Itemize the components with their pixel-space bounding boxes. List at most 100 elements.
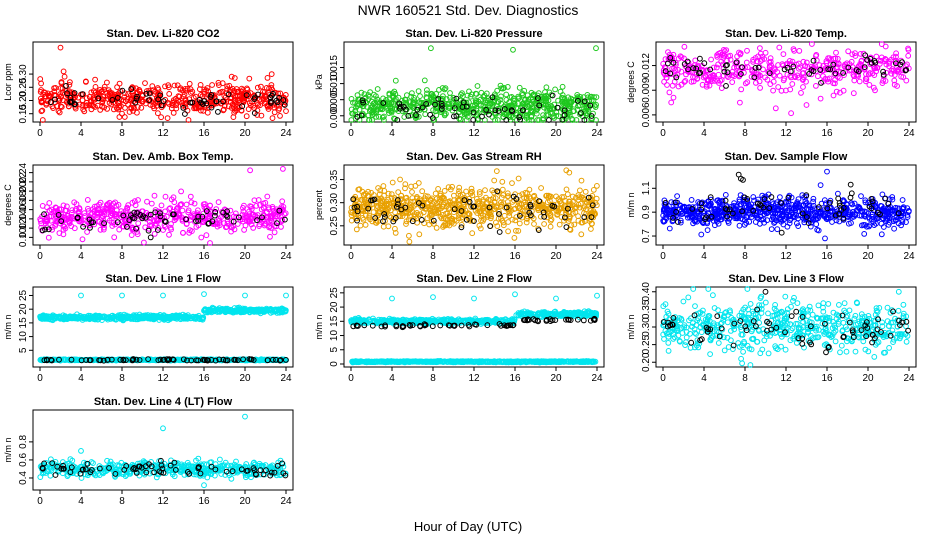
data-point (395, 189, 402, 196)
data-point (196, 97, 203, 103)
outlier-point (824, 168, 830, 175)
data-point (470, 109, 477, 116)
data-point (442, 85, 449, 92)
data-point (534, 105, 541, 112)
data-point (149, 83, 156, 89)
data-point (360, 99, 367, 106)
data-point (267, 233, 273, 240)
data-point (507, 94, 514, 101)
data-point (79, 97, 86, 104)
data-point (364, 103, 370, 110)
data-point (371, 104, 378, 111)
data-point (84, 197, 91, 203)
x-tick-label: 12 (780, 251, 792, 262)
data-point (116, 226, 123, 233)
x-tick-label: 20 (550, 251, 562, 262)
data-point (213, 98, 220, 105)
y-tick-label: 0.20 (18, 90, 29, 110)
data-point (493, 168, 500, 175)
data-point (114, 95, 121, 101)
data-point (192, 93, 199, 100)
outlier-point (119, 110, 125, 117)
data-point (575, 95, 581, 101)
outlier-point (421, 77, 428, 84)
data-point (81, 108, 88, 115)
data-point (529, 108, 536, 115)
data-point (555, 97, 561, 104)
data-point (97, 107, 104, 113)
data-point (441, 86, 448, 93)
series-hourly (48, 83, 288, 117)
x-tick-label: 24 (280, 373, 292, 384)
data-point (708, 56, 714, 63)
data-point (162, 193, 169, 200)
data-point (770, 78, 777, 85)
data-point (95, 91, 102, 97)
y-tick-label: 20 (18, 303, 29, 315)
data-point (160, 98, 167, 105)
data-point (270, 90, 276, 97)
data-point (482, 100, 489, 106)
data-point (723, 83, 729, 89)
data-point (835, 190, 841, 197)
x-tick-label: 20 (239, 128, 251, 139)
data-point (349, 110, 356, 117)
data-point (402, 96, 408, 103)
data-point (489, 94, 496, 101)
panel-title: Stan. Dev. Gas Stream RH (406, 151, 542, 163)
data-point (264, 75, 271, 81)
data-point (568, 95, 574, 102)
x-tick-label: 16 (198, 373, 210, 384)
data-point (57, 91, 64, 97)
x-tick-label: 8 (119, 251, 125, 262)
data-point (403, 99, 410, 106)
data-point (409, 189, 415, 195)
outlier-point (247, 167, 254, 174)
data-point (552, 86, 558, 93)
data-point (185, 117, 192, 123)
data-point (551, 115, 558, 121)
x-tick-label: 4 (78, 373, 84, 384)
data-point (370, 209, 377, 216)
data-point (688, 197, 695, 203)
data-point (221, 106, 227, 113)
data-point (92, 76, 98, 83)
data-point (368, 104, 375, 111)
data-point (239, 103, 246, 110)
data-point (578, 177, 585, 184)
data-point (222, 94, 229, 101)
x-tick-label: 12 (157, 251, 169, 262)
data-point (141, 239, 147, 246)
data-point (672, 67, 679, 73)
data-point (134, 104, 141, 110)
data-point (472, 102, 478, 108)
x-tick-label: 8 (430, 128, 436, 139)
x-tick-label: 24 (903, 251, 915, 262)
data-point (166, 101, 172, 107)
data-point (415, 88, 422, 94)
data-point (182, 96, 189, 103)
data-point (666, 89, 673, 96)
data-point (390, 94, 397, 101)
series-hourly (354, 92, 595, 123)
data-point (146, 90, 153, 97)
y-tick-label: 0.009 (641, 77, 652, 102)
panel-4: Stan. Dev. Amb. Box Temp.0 4 8 12 16 20 240.10… (3, 151, 294, 262)
x-tick-label: 12 (780, 128, 792, 139)
data-point (187, 99, 194, 106)
data-point (469, 230, 476, 237)
data-point (374, 96, 381, 103)
x-tick-label: 20 (239, 373, 251, 384)
data-point (79, 91, 86, 97)
data-point (228, 95, 235, 102)
outlier-point (424, 87, 430, 93)
data-point (380, 223, 387, 230)
data-point (71, 90, 78, 96)
data-point (729, 79, 736, 85)
data-point (770, 87, 776, 94)
data-point (470, 117, 477, 123)
x-tick-label: 20 (862, 128, 874, 139)
data-point (209, 82, 216, 88)
data-point (121, 114, 128, 120)
data-point (800, 84, 806, 90)
